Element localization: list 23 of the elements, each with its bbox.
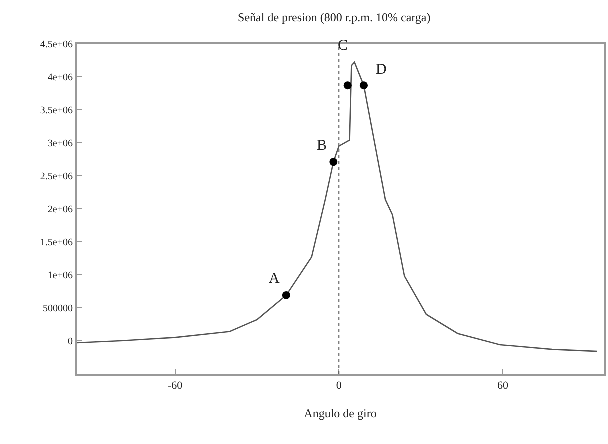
x-tick-label: 60 (497, 380, 509, 392)
annotation: C (338, 38, 348, 54)
point (330, 158, 338, 166)
chart-title: Señal de presion (800 r.p.m. 10% carga) (238, 10, 431, 25)
point (344, 82, 352, 90)
point (282, 291, 290, 300)
annotation: D (376, 62, 387, 78)
annotation: B (317, 138, 328, 154)
y-tick-label: 3.5e+06 (40, 106, 73, 116)
x-tick-label: -60 (168, 380, 184, 392)
y-tick-label: 4e+06 (48, 72, 73, 84)
y-tick-label: 1e+06 (48, 270, 73, 282)
y-tick-label: 2.5e+06 (40, 172, 73, 182)
x-axis-title: Angulo de giro (304, 406, 377, 421)
y-tick-label: 4.5e+06 (40, 40, 73, 50)
point (360, 82, 368, 90)
x-tick-label: 0 (336, 380, 342, 392)
y-tick-label: 1.5e+06 (40, 238, 73, 248)
y-tick-label: 3e+06 (48, 138, 73, 150)
y-tick-label: 2e+06 (48, 204, 73, 216)
y-tick-label: 0 (68, 336, 73, 348)
y-tick-label: 500000 (43, 304, 73, 314)
annotation: A (269, 271, 280, 287)
